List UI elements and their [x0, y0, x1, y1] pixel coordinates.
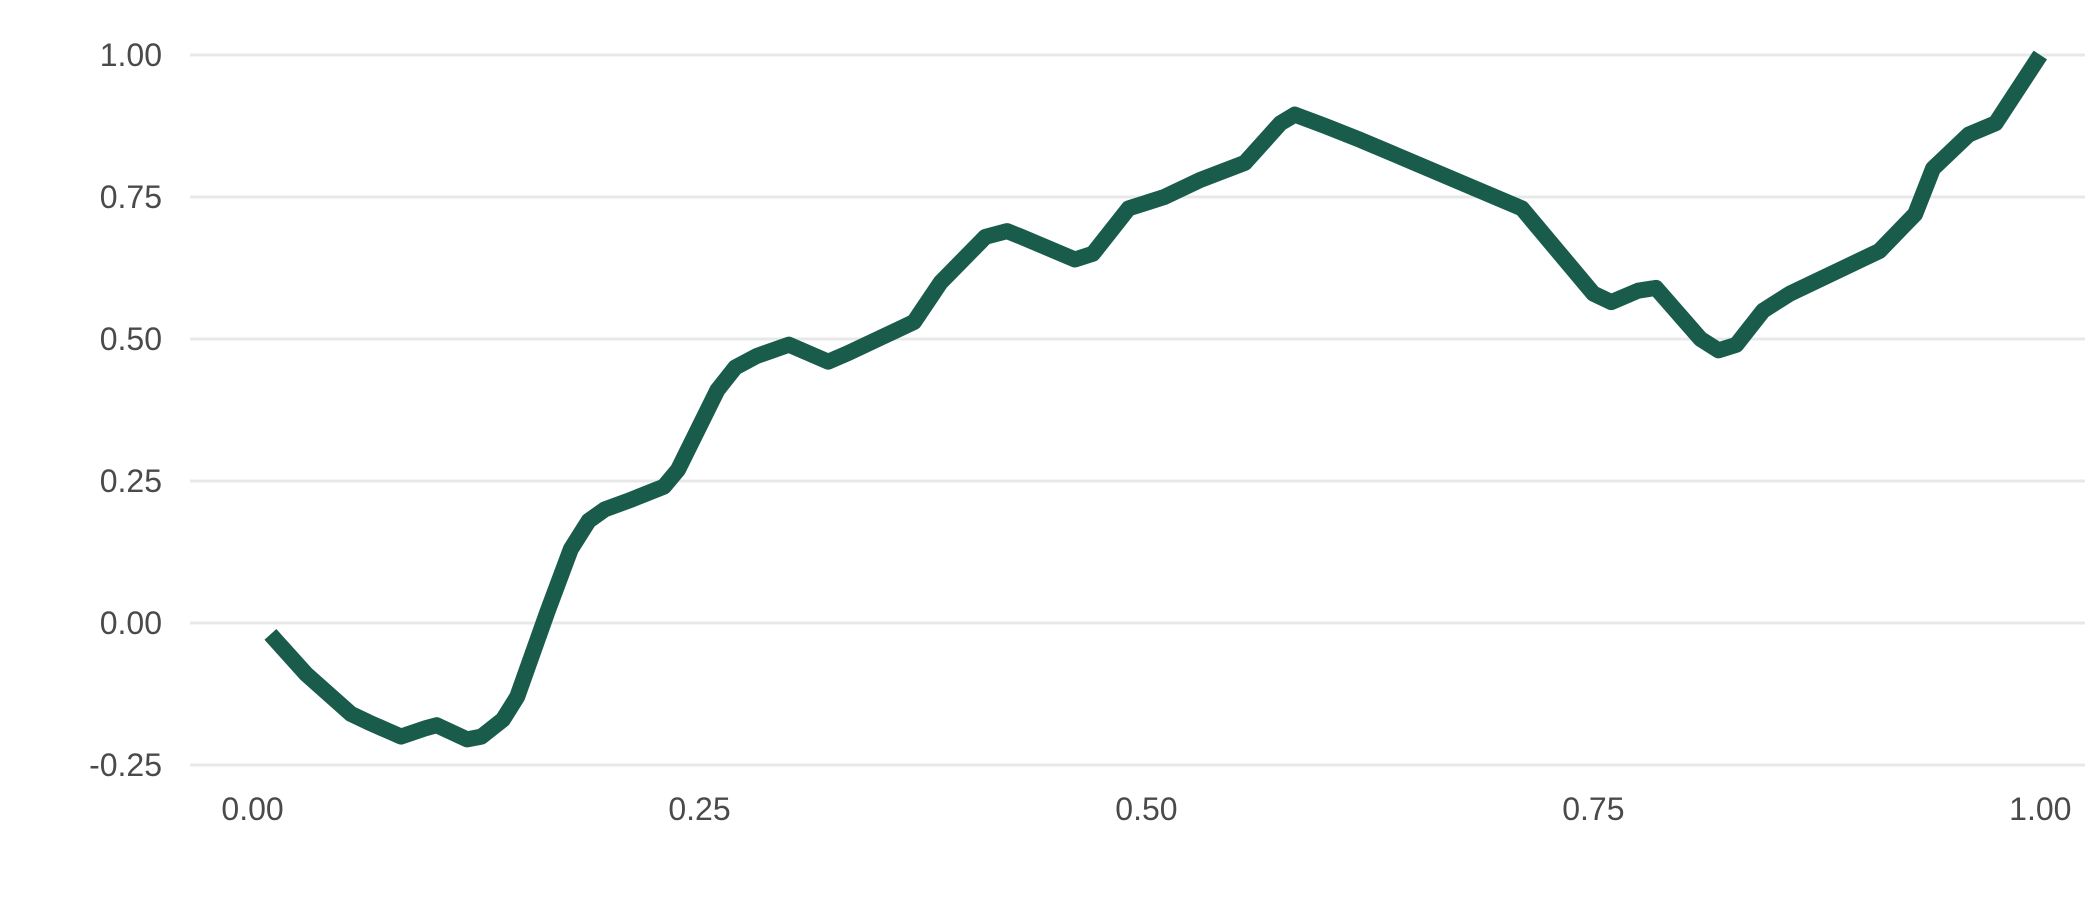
x-tick-label: 0.75: [1562, 791, 1624, 827]
series-line: [264, 50, 2047, 748]
series-layer: [264, 50, 2047, 748]
gridlines: [190, 53, 2085, 767]
x-tick-label: 0.50: [1115, 791, 1177, 827]
y-axis-tick-labels: -0.25 0.00 0.25 0.50 0.75 1.00: [89, 37, 162, 783]
y-tick-label: -0.25: [89, 747, 162, 783]
y-tick-label: 0.50: [100, 321, 162, 357]
y-tick-label: 0.75: [100, 179, 162, 215]
y-tick-label: 0.25: [100, 463, 162, 499]
x-tick-label: 0.25: [668, 791, 730, 827]
y-tick-label: 1.00: [100, 37, 162, 73]
x-tick-label: 1.00: [2009, 791, 2071, 827]
x-axis-tick-labels: 0.00 0.25 0.50 0.75 1.00: [221, 791, 2071, 827]
x-tick-label: 0.00: [221, 791, 283, 827]
y-tick-label: 0.00: [100, 605, 162, 641]
